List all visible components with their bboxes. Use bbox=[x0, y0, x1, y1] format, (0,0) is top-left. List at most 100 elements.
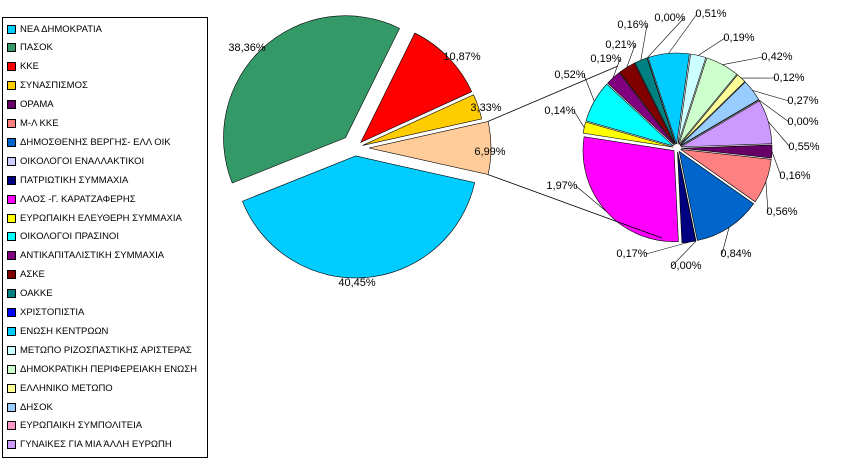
legend-label: ΕΛΛΗΝΙΚΟ ΜΕΤΩΠΟ bbox=[20, 382, 113, 394]
legend-item: ΓΥΝΑΙΚΕΣ ΓΙΑ ΜΙΑ ΆΛΛΗ ΕΥΡΩΠΗ bbox=[7, 438, 172, 452]
legend-item: ΟΙΚΟΛΟΓΟΙ ΠΡΑΣΙΝΟΙ bbox=[7, 230, 119, 244]
legend-item: ΚΚΕ bbox=[7, 60, 39, 74]
data-label: 3,33% bbox=[470, 102, 501, 114]
legend-label: ΟΑΚΚΕ bbox=[20, 288, 53, 300]
data-label: 0,00% bbox=[654, 12, 685, 24]
main-pie-slice bbox=[223, 15, 400, 184]
legend-label: Μ-Λ ΚΚΕ bbox=[20, 118, 59, 129]
legend-item: ΔΗΜΟΚΡΑΤΙΚΗ ΠΕΡΙΦΕΡΕΙΑΚΗ ΕΝΩΣΗ bbox=[7, 362, 197, 376]
detail-pie-slice bbox=[677, 151, 697, 242]
leader-line bbox=[573, 110, 585, 128]
legend-label: ΚΚΕ bbox=[20, 61, 40, 73]
leader-line bbox=[575, 185, 607, 212]
data-label: 0,42% bbox=[761, 51, 792, 63]
legend-label: ΔΗΜΟΚΡΑΤΙΚΗ ΠΕΡΙΦΕΡΕΙΑΚΗ ΕΝΩΣΗ bbox=[20, 363, 197, 375]
legend-swatch bbox=[7, 440, 16, 450]
data-label: 0,27% bbox=[787, 95, 818, 107]
leader-line bbox=[752, 90, 790, 102]
detail-pie-slice bbox=[680, 99, 760, 147]
detail-pie-slice bbox=[607, 72, 675, 146]
leader-line bbox=[640, 24, 648, 61]
leader-line bbox=[768, 121, 791, 148]
detail-pie-slice bbox=[585, 83, 674, 147]
data-label: 0,12% bbox=[773, 72, 804, 84]
legend-swatch bbox=[7, 156, 16, 166]
legend-label: ΓΥΝΑΙΚΕΣ ΓΙΑ ΜΙΑ ΆΛΛΗ ΕΥΡΩΠΗ bbox=[20, 439, 172, 451]
legend-label: ΕΝΩΣΗ ΚΕΝΤΡΩΩΝ bbox=[20, 325, 109, 337]
legend-item: Μ-Λ ΚΚΕ bbox=[7, 117, 59, 131]
detail-pie-slice bbox=[582, 121, 674, 148]
legend-swatch bbox=[7, 194, 16, 204]
data-label: 0,51% bbox=[695, 8, 726, 20]
data-label: 0,56% bbox=[766, 206, 797, 218]
legend-swatch bbox=[7, 24, 16, 34]
legend-label: ΠΑΤΡΙΩΤΙΚΗ ΣΥΜΜΑΧΙΑ bbox=[20, 174, 129, 186]
data-label: 40,45% bbox=[338, 277, 376, 289]
legend-label: ΔΗΜΟΣΘΕΝΗΣ ΒΕΡΓΗΣ- ΕΛΛ ΟΙΚ bbox=[20, 136, 171, 148]
chart-legend: ΝΕΑ ΔΗΜΟΚΡΑΤΙΑ ΠΑΣΟΚ ΚΚΕ ΣΥΝΑΣΠΙΣΜΟΣ ΟΡΑΜΑ Μ-… bbox=[2, 17, 208, 458]
legend-item: ΔΗΜΟΣΘΕΝΗΣ ΒΕΡΓΗΣ- ΕΛΛ ΟΙΚ bbox=[7, 135, 171, 149]
legend-label: ΣΥΝΑΣΠΙΣΜΟΣ bbox=[20, 80, 88, 92]
legend-label: ΕΥΡΩΠΑΙΚΗ ΕΛΕΥΘΕΡΗ ΣΥΜΜΑΧΙΑ bbox=[20, 212, 182, 224]
legend-swatch bbox=[7, 270, 16, 280]
legend-item: ΕΝΩΣΗ ΚΕΝΤΡΩΩΝ bbox=[7, 324, 108, 338]
legend-label: ΧΡΙΣΤΟΠΙΣΤΙΑ bbox=[20, 307, 85, 318]
legend-item: ΜΕΤΩΠΟ ΡΙΖΟΣΠΑΣΤΙΚΗΣ ΑΡΙΣΤΕΡΑΣ bbox=[7, 343, 192, 357]
legend-swatch bbox=[7, 137, 16, 147]
legend-label: ΝΕΑ ΔΗΜΟΚΡΑΤΙΑ bbox=[20, 23, 103, 35]
leader-line bbox=[645, 241, 689, 255]
legend-item: ΛΑΟΣ -Γ. ΚΑΡΑΤΖΑΦΕΡΗΣ bbox=[7, 192, 136, 206]
detail-pie-slice bbox=[680, 100, 773, 148]
detail-pie-slice bbox=[678, 150, 755, 241]
data-label: 1,97% bbox=[546, 180, 577, 192]
legend-swatch bbox=[7, 308, 16, 317]
legend-swatch bbox=[7, 213, 16, 223]
legend-item: ΟΙΚΟΛΟΓΟΙ ΕΝΑΛΛΑΚΤΙΚΟΙ bbox=[7, 154, 144, 168]
legend-label: ΟΙΚΟΛΟΓΟΙ ΕΝΑΛΛΑΚΤΙΚΟΙ bbox=[20, 155, 145, 167]
legend-label: ΕΥΡΩΠΑΙΚΗ ΣΥΜΠΟΛΙΤΕΙΑ bbox=[20, 420, 143, 432]
legend-swatch bbox=[7, 289, 16, 299]
legend-swatch bbox=[7, 232, 16, 242]
leader-line bbox=[698, 37, 726, 56]
legend-swatch bbox=[7, 402, 16, 412]
legend-swatch bbox=[7, 81, 16, 91]
legend-swatch bbox=[7, 62, 16, 72]
leader-line bbox=[668, 13, 698, 54]
legend-label: ΑΝΤΙΚΑΠΙΤΑΛΙΣΤΙΚΗ ΣΥΜΜΑΧΙΑ bbox=[20, 250, 165, 262]
legend-swatch bbox=[7, 175, 16, 185]
data-label: 0,52% bbox=[554, 69, 585, 81]
leader-line bbox=[758, 99, 790, 123]
leader-line bbox=[771, 151, 782, 177]
detail-pie-slice bbox=[582, 136, 679, 242]
legend-swatch bbox=[7, 421, 16, 431]
legend-item: ΑΝΤΙΚΑΠΙΤΑΛΙΣΤΙΚΗ ΣΥΜΜΑΧΙΑ bbox=[7, 249, 164, 263]
legend-swatch bbox=[7, 345, 16, 355]
legend-label: ΑΣΚΕ bbox=[20, 269, 45, 281]
legend-swatch bbox=[7, 119, 16, 128]
legend-swatch bbox=[7, 251, 16, 261]
legend-swatch bbox=[7, 326, 16, 336]
data-label: 6,99% bbox=[474, 146, 505, 158]
data-label: 0,00% bbox=[670, 260, 701, 272]
main-pie-slice bbox=[368, 121, 492, 175]
data-label: 38,36% bbox=[228, 42, 266, 54]
connector-line bbox=[487, 65, 619, 122]
legend-swatch bbox=[7, 364, 16, 374]
legend-swatch bbox=[7, 383, 16, 393]
legend-item: ΕΥΡΩΠΑΙΚΗ ΕΛΕΥΘΕΡΗ ΣΥΜΜΑΧΙΑ bbox=[7, 211, 182, 225]
data-label: 0,84% bbox=[720, 248, 751, 260]
detail-pie-slice bbox=[619, 62, 676, 145]
data-label: 0,19% bbox=[590, 53, 621, 65]
legend-item: ΕΛΛΗΝΙΚΟ ΜΕΤΩΠΟ bbox=[7, 381, 113, 395]
leader-line bbox=[765, 181, 769, 213]
data-label: 0,21% bbox=[605, 39, 636, 51]
connector-line bbox=[487, 174, 663, 239]
leader-line bbox=[583, 74, 595, 102]
data-label: 0,00% bbox=[787, 116, 818, 128]
data-label: 0,16% bbox=[617, 19, 648, 31]
legend-item: ΟΡΑΜΑ bbox=[7, 98, 54, 112]
leader-line bbox=[647, 17, 685, 58]
legend-label: ΟΡΑΜΑ bbox=[20, 99, 54, 111]
leader-line bbox=[721, 227, 730, 255]
